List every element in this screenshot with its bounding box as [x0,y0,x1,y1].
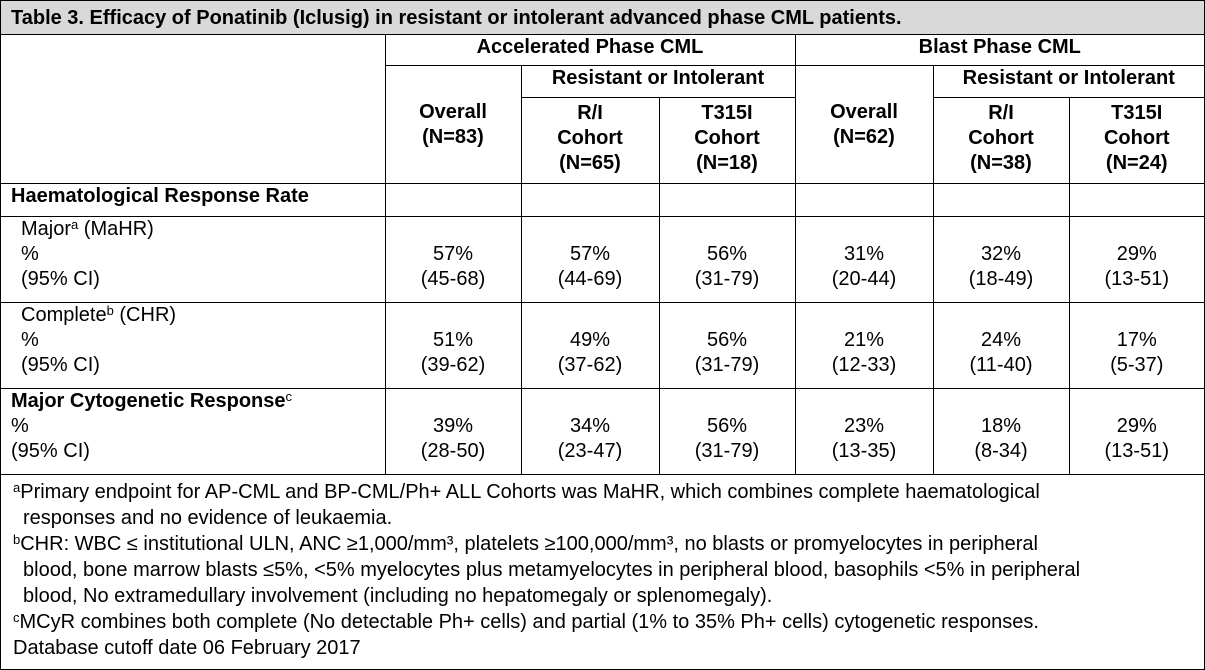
cell-mahr-ap-t315i: 56% (31-79) [658,215,796,303]
section-row-haematological: Haematological Response Rate [1,182,1205,217]
table-row-chr: Completeb (CHR) % (95% CI) 51% (39-62) 49… [1,301,1205,389]
cell-mahr-bp-t315i: 29% (13-51) [1068,215,1205,303]
header-row-phase: Accelerated Phase CML Blast Phase CML [1,35,1205,184]
table-title: Table 3. Efficacy of Ponatinib (Iclusig)… [11,7,902,29]
cell-mcyr-bp-t315i: 29% (13-51) [1068,387,1205,475]
cell-mahr-bp-overall: 31% (20-44) [794,215,934,303]
header-bp-ri-cohort: R/I Cohort (N=38) [932,96,1070,184]
cell-mahr-ap-ri: 57% (44-69) [520,215,660,303]
cell-mcyr-ap-t315i: 56% (31-79) [658,387,796,475]
cell-mcyr-bp-overall: 23% (13-35) [794,387,934,475]
row-label-mahr: Majora (MaHR) % (95% CI) [1,215,386,303]
footnote-a: aPrimary endpoint for AP-CML and BP-CML/… [13,480,1040,529]
table-row-mcyr: Major Cytogenetic Responsec % (95% CI) 3… [1,387,1205,475]
header-corner-cell [1,35,386,184]
header-ap-overall: Overall (N=83) [385,64,522,184]
header-ap-resistant-or-intolerant: Resistant or Intolerant [520,64,796,98]
footnotes: aPrimary endpoint for AP-CML and BP-CML/… [1,479,1204,669]
header-bp-resistant-or-intolerant: Resistant or Intolerant [932,64,1205,98]
header-blast-phase: Blast Phase CML [794,35,1205,66]
row-label-chr: Completeb (CHR) % (95% CI) [1,301,386,389]
cell-chr-bp-overall: 21% (12-33) [794,301,934,389]
table-title-bar: Table 3. Efficacy of Ponatinib (Iclusig)… [1,1,1204,35]
cell-mcyr-ap-overall: 39% (28-50) [384,387,522,475]
cell-mahr-bp-ri: 32% (18-49) [932,215,1070,303]
section-label-haematological: Haematological Response Rate [1,182,386,217]
database-cutoff-note: Database cutoff date 06 February 2017 [13,637,361,659]
cell-mcyr-bp-ri: 18% (8-34) [932,387,1070,475]
cell-chr-ap-t315i: 56% (31-79) [658,301,796,389]
header-row-cohorts: R/I Cohort (N=65) T315I Cohort (N=18) R/… [1,96,1205,184]
footnote-c: cMCyR combines both complete (No detecta… [13,610,1039,633]
table-row-mahr: Majora (MaHR) % (95% CI) 57% (45-68) 57%(… [1,215,1205,303]
header-ap-t315i-cohort: T315I Cohort (N=18) [658,96,796,184]
header-accelerated-phase: Accelerated Phase CML [384,35,796,66]
cell-chr-bp-t315i: 17% (5-37) [1068,301,1205,389]
cell-chr-ap-overall: 51% (39-62) [384,301,522,389]
header-ap-ri-cohort: R/I Cohort (N=65) [521,96,660,184]
header-row-resistant: Overall (N=83) Resistant or Intolerant O… [1,64,1205,184]
cell-chr-ap-ri: 49% (37-62) [520,301,660,389]
footnote-b: bCHR: WBC ≤ institutional ULN, ANC ≥1,00… [13,532,1081,607]
row-label-mcyr: Major Cytogenetic Responsec % (95% CI) [1,387,386,475]
efficacy-table: Accelerated Phase CML Blast Phase CML Ov… [1,35,1205,475]
cell-mahr-ap-overall: 57% (45-68) [384,215,522,303]
header-bp-overall: Overall (N=62) [794,64,934,184]
cell-mcyr-ap-ri: 34% (23-47) [520,387,660,475]
header-bp-t315i-cohort: T315I Cohort (N=24) [1068,96,1205,184]
cell-chr-bp-ri: 24% (11-40) [932,301,1070,389]
